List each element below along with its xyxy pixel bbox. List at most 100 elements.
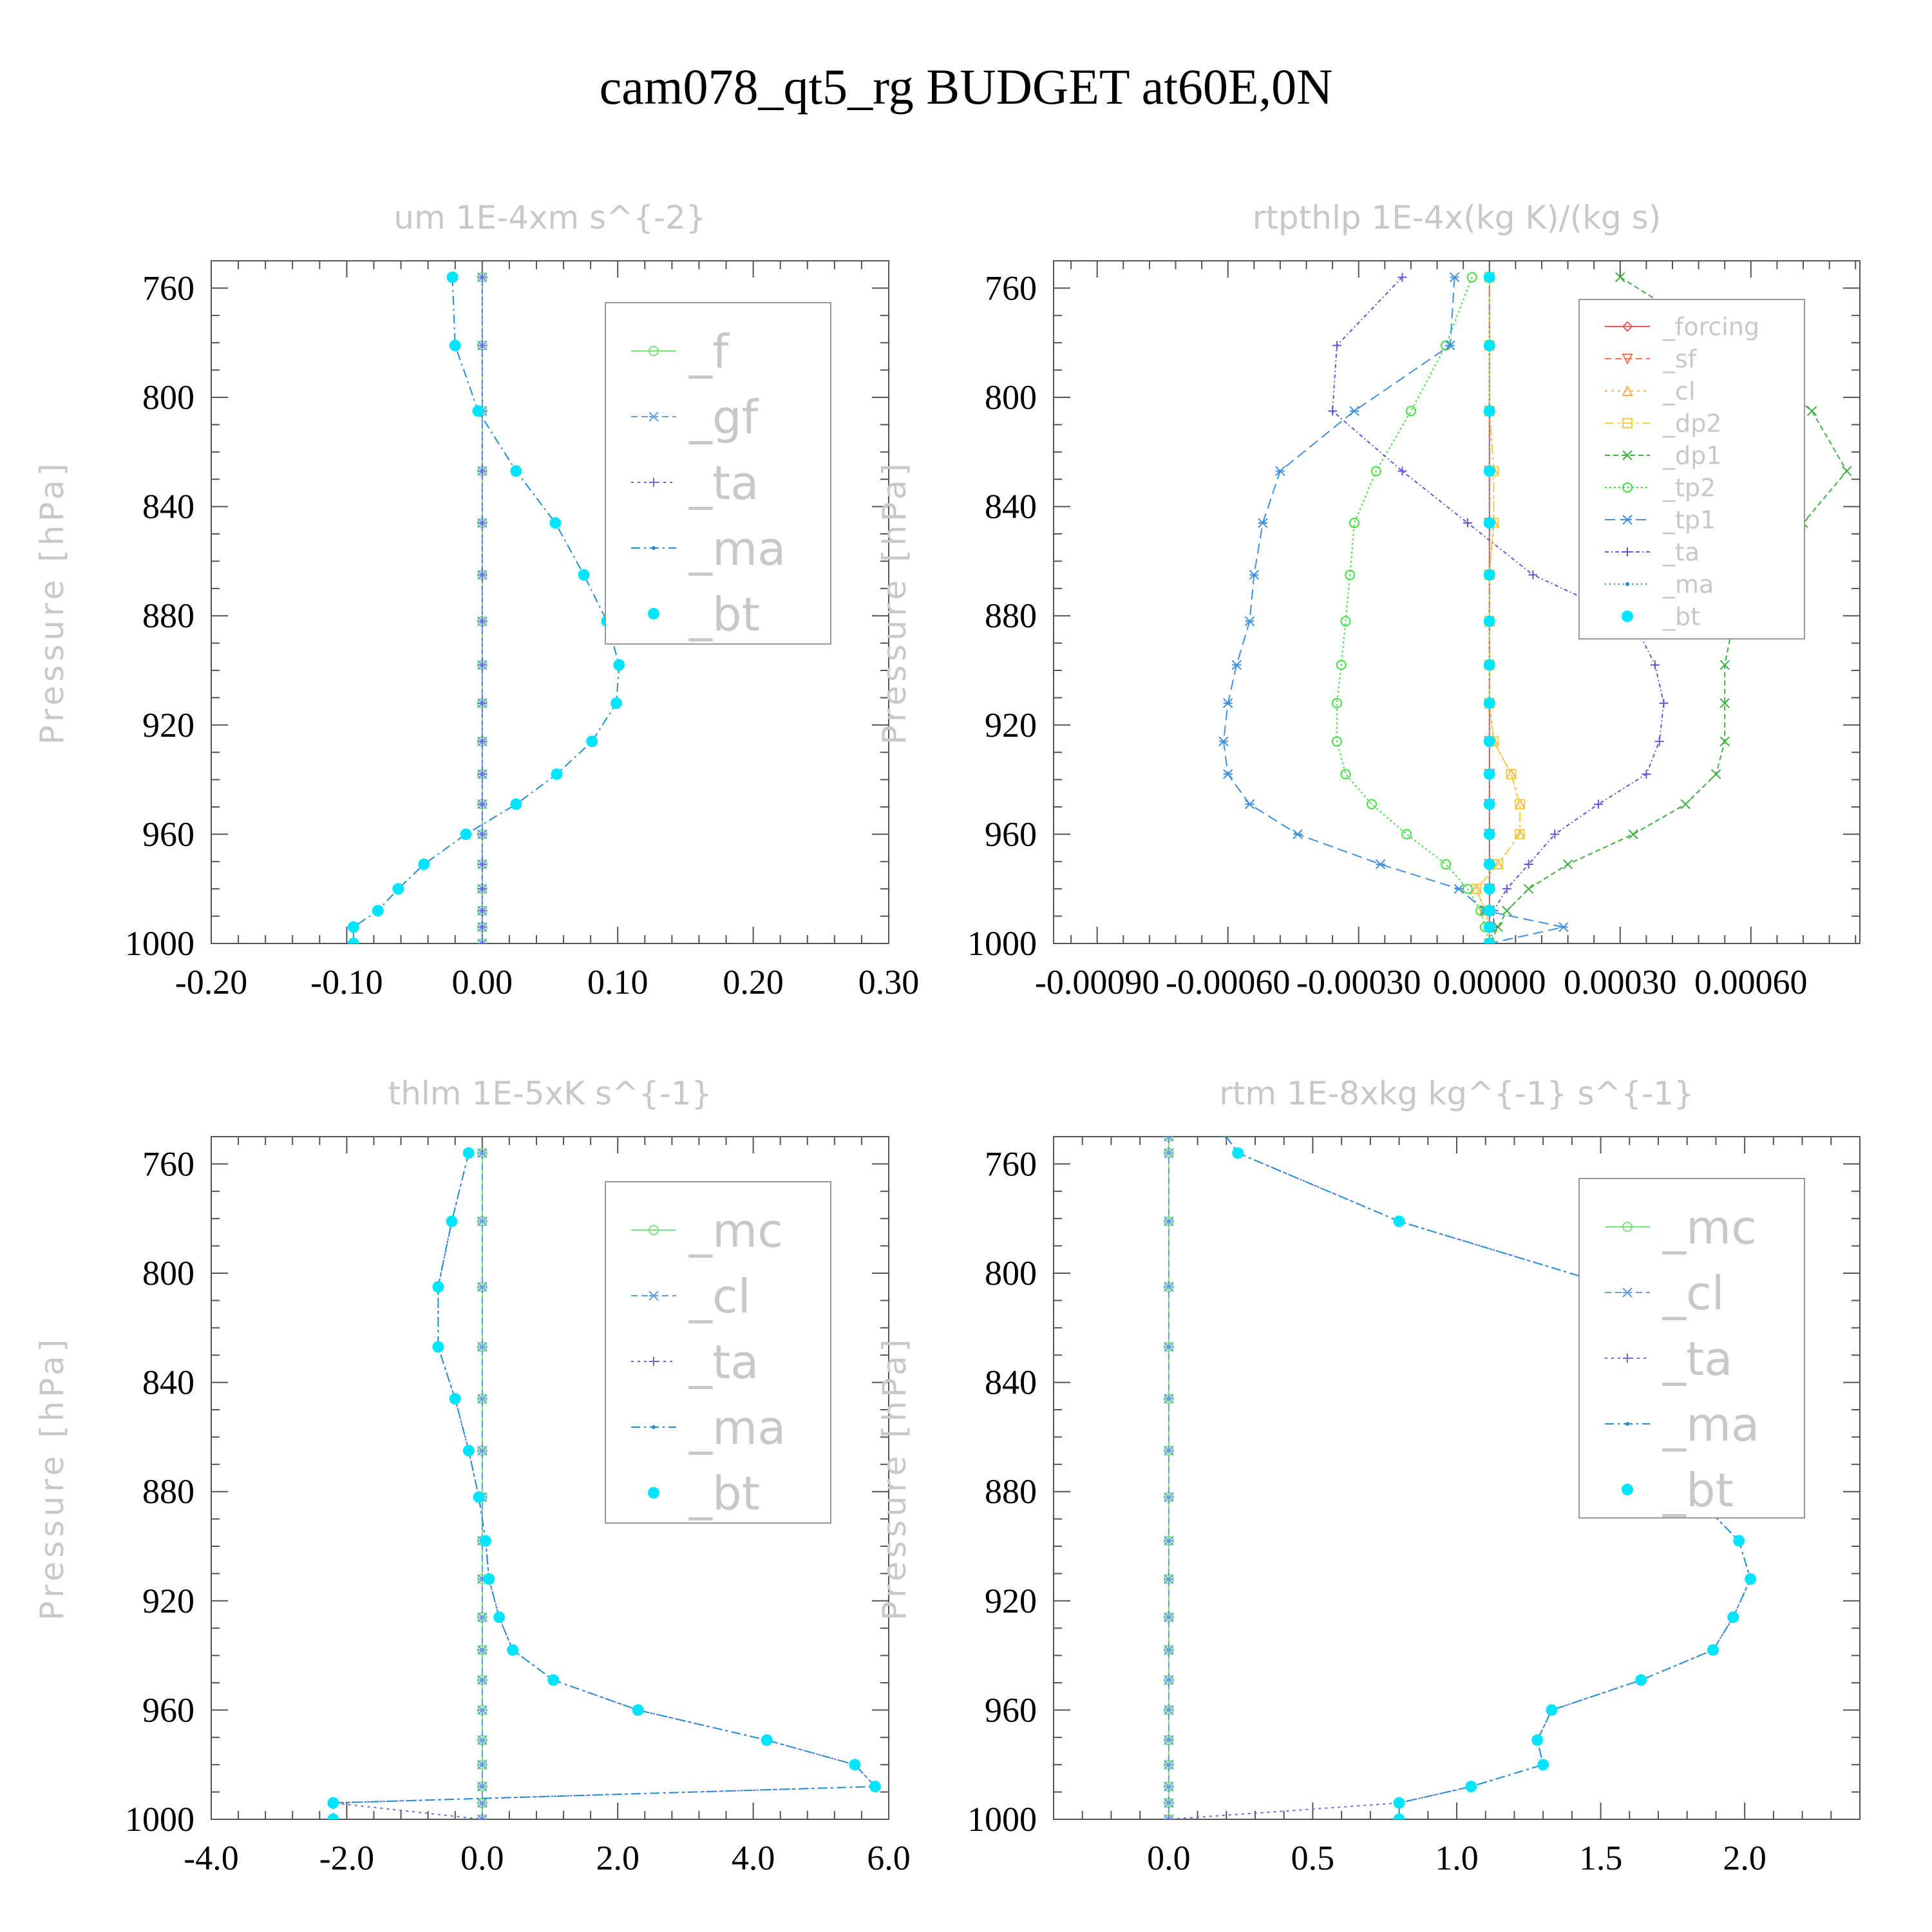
data-point_dp2-marker	[1506, 769, 1517, 780]
panel-1: um 1E-4xm s^{-2} Pressure [hPa] 760 800 840 8…	[33, 199, 919, 1001]
data-point_bt-marker	[392, 883, 404, 895]
legend-marker	[1622, 354, 1633, 365]
data-point_bt-marker	[1483, 905, 1495, 917]
data-point_cl-marker	[477, 1445, 488, 1456]
y-tick-label: 880	[142, 596, 194, 635]
data-point_tp2-marker	[1349, 518, 1359, 529]
data-point_cl-marker	[1164, 1216, 1174, 1227]
data-point_tp1-marker	[1275, 466, 1285, 477]
data-point_tp2-marker	[1466, 272, 1477, 283]
y-axis-label: Pressure [hPa]	[33, 460, 71, 745]
legend: _mc _cl _ta _ma _bt	[605, 1181, 831, 1524]
data-point_ta-marker	[1642, 770, 1651, 779]
y-tick-label: 960	[142, 1690, 194, 1729]
data-point_bt-marker	[1727, 1611, 1739, 1624]
data-point_cl-marker	[1164, 1759, 1174, 1770]
data-point_ta-marker	[1332, 341, 1341, 350]
data-point_dp1-marker	[1719, 698, 1730, 708]
series-line_dp2	[1475, 277, 1521, 943]
legend-marker	[1623, 1354, 1632, 1363]
data-point_ta-marker	[1164, 1815, 1173, 1819]
data-point_ta-marker	[477, 829, 487, 839]
x-tick-label: 0.00030	[1564, 963, 1677, 1001]
data-point_cl-marker	[1164, 1735, 1174, 1745]
data-point_ta-marker	[477, 737, 487, 746]
data-point_cl-marker	[1164, 1675, 1174, 1685]
data-point_bt-marker	[1483, 735, 1495, 748]
data-point_bt-marker	[611, 697, 623, 709]
data-point_bt-marker	[327, 1797, 339, 1809]
legend-item_ma: _ma	[631, 522, 786, 576]
data-point_tp2-marker	[1336, 659, 1347, 670]
data-point_bt-marker	[1483, 517, 1495, 529]
data-point_bt-marker	[483, 1573, 495, 1585]
y-tick-label: 1000	[125, 1800, 194, 1839]
data-point_tp1-marker	[1258, 518, 1268, 528]
y-tick-label: 1000	[967, 1800, 1037, 1839]
data-point_bt-marker	[1483, 798, 1495, 810]
legend-label: _ta	[1662, 1332, 1732, 1386]
series_tp2	[1331, 272, 1495, 943]
series_cl	[1470, 271, 1526, 943]
data-point_bt-marker	[1483, 569, 1495, 581]
data-point_ta-marker	[477, 939, 487, 943]
data-point_dp1-marker	[1719, 736, 1730, 746]
data-point_cl-marker	[1164, 1781, 1174, 1792]
data-point_cl-marker	[1164, 1445, 1174, 1456]
legend-item_f: _f	[631, 325, 730, 379]
data-point_cl-marker	[477, 1675, 488, 1685]
legend-marker	[649, 346, 659, 356]
data-point_bt-marker	[472, 405, 484, 417]
data-point_ta-marker	[477, 1815, 487, 1819]
legend-box	[1578, 299, 1805, 639]
data-point_bt-marker	[578, 569, 590, 581]
legend-box	[605, 1181, 831, 1524]
data-point_cl-marker	[1164, 1341, 1174, 1352]
legend-item_ma: _ma	[1605, 1397, 1759, 1452]
data-point_bt-marker	[510, 465, 522, 477]
panel-4: rtm 1E-8xkg kg^{-1} s^{-1} Pressure [hPa]…	[876, 1075, 1861, 1877]
data-point_ta-marker	[1659, 698, 1669, 708]
data-point_cl-marker	[1164, 1645, 1174, 1655]
data-point_bt-marker	[613, 659, 625, 671]
figure-title: cam078_qt5_rg BUDGET at60E,0N	[599, 59, 1333, 115]
data-point_cl-marker	[477, 1282, 488, 1292]
data-point_bt-marker	[761, 1734, 773, 1747]
y-tick-label: 1000	[125, 924, 194, 963]
data-point_dp1-marker	[1502, 905, 1512, 916]
data-point_bt-marker	[1232, 1147, 1244, 1159]
data-point_ta-marker	[1654, 737, 1664, 746]
data-point_bt-marker	[1483, 828, 1495, 840]
data-point_bt-marker	[418, 858, 430, 871]
y-tick-label: 920	[985, 706, 1037, 744]
series_bt	[1483, 271, 1495, 943]
series_dp2	[1471, 272, 1526, 943]
data-point_tp1-marker	[1558, 922, 1569, 933]
legend-item_mc: _mc	[1605, 1200, 1757, 1255]
data-point_tp1-marker	[1293, 829, 1303, 840]
y-tick-label: 960	[142, 815, 194, 853]
legend-label: _ta	[688, 456, 759, 510]
panel-title: thlm 1E-5xK s^{-1}	[388, 1075, 712, 1112]
data-point_tp1-marker	[1218, 736, 1229, 746]
data-point_bt-marker	[1393, 1797, 1405, 1809]
legend-label: _tp1	[1662, 506, 1716, 535]
legend-label: _cl	[688, 1269, 751, 1323]
data-point_bt-marker	[1707, 1644, 1719, 1656]
data-point_bt-marker	[1483, 883, 1495, 895]
data-point_bt-marker	[1537, 1759, 1549, 1771]
data-point_ta-marker	[477, 860, 487, 869]
data-point_bt-marker	[507, 1644, 519, 1656]
data-point_ta-marker	[1650, 660, 1660, 670]
y-tick-label: 920	[142, 706, 194, 744]
series_ma	[351, 275, 621, 943]
data-point_ta-marker	[1550, 829, 1560, 839]
data-point_cl-marker	[477, 1705, 488, 1716]
data-point_tp2-marker	[1340, 769, 1351, 780]
x-tick-label: 0.10	[587, 963, 649, 1001]
legend-marker	[649, 1357, 658, 1366]
legend-item_gf: _gf	[631, 390, 759, 444]
data-point_bt-marker	[1483, 921, 1495, 933]
x-tick-label: -0.20	[175, 963, 247, 1001]
data-point_tp1-marker	[1244, 616, 1255, 627]
